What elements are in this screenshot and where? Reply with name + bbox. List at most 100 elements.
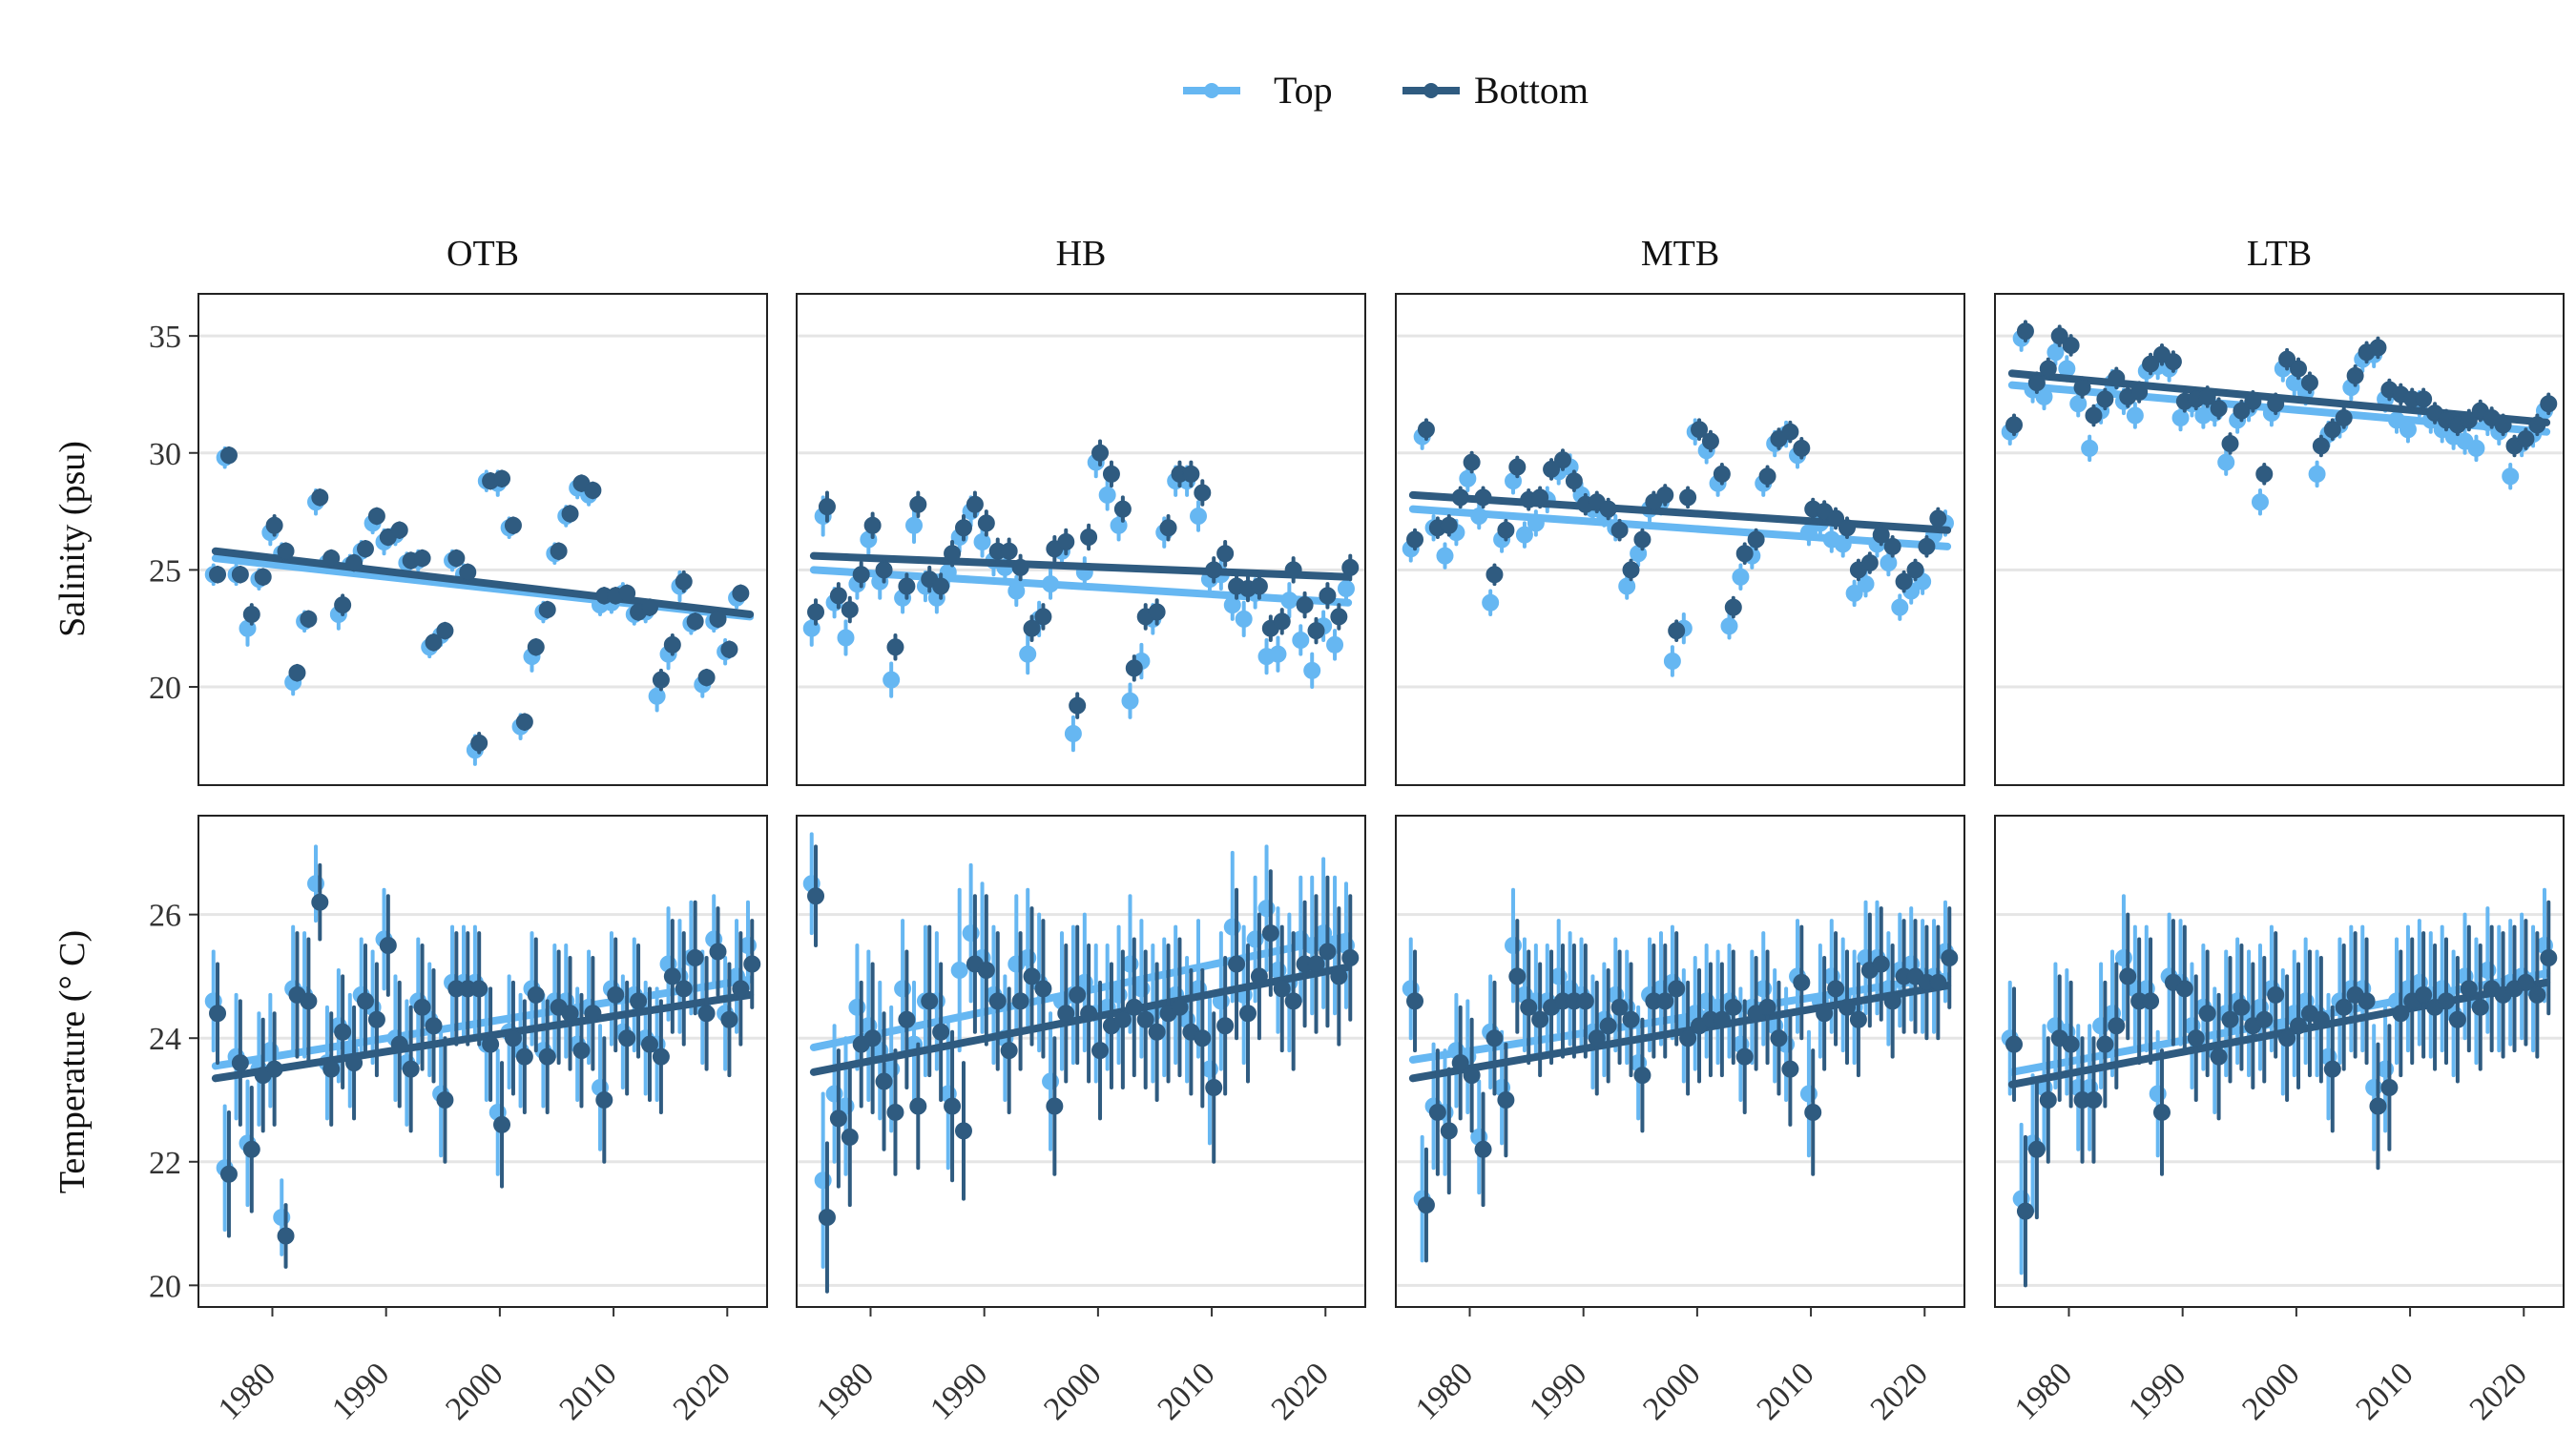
data-point-row-0-col-2-bottom-38 xyxy=(1838,519,1856,537)
y-axis-titles: Salinity (psu) Temperature (° C) xyxy=(52,441,93,1193)
data-point-row-0-col-3-top-35 xyxy=(2399,421,2417,439)
data-point-row-0-col-2-bottom-1 xyxy=(1417,421,1435,439)
panel-frame-row-1-col-0 xyxy=(197,815,768,1308)
data-point-row-0-col-1-bottom-17 xyxy=(1000,542,1018,560)
data-point-row-1-col-3-bottom-15 xyxy=(2175,980,2193,998)
data-point-row-1-col-2-bottom-3 xyxy=(1440,1122,1458,1140)
data-point-row-0-col-3-top-4 xyxy=(2046,343,2065,362)
data-point-row-0-col-2-top-29 xyxy=(1732,568,1750,586)
data-point-row-1-col-2-bottom-24 xyxy=(1679,1029,1697,1047)
data-point-row-1-col-1-bottom-30 xyxy=(1148,1023,1166,1041)
data-point-row-1-col-2-bottom-29 xyxy=(1735,1047,1754,1066)
data-point-row-1-col-3-bottom-5 xyxy=(2062,1035,2080,1053)
data-point-row-1-col-0-bottom-23 xyxy=(470,980,488,998)
data-point-row-1-col-1-bottom-27 xyxy=(1113,1010,1132,1028)
data-point-row-1-col-1-bottom-37 xyxy=(1228,955,1246,973)
panel-row-0-col-1 xyxy=(796,293,1366,786)
data-point-row-0-col-2-top-11 xyxy=(1527,514,1545,532)
data-point-row-0-col-1-top-34 xyxy=(1190,507,1208,525)
data-point-row-1-col-1-bottom-16 xyxy=(988,992,1007,1010)
data-point-row-1-col-0-bottom-42 xyxy=(686,948,704,966)
data-point-row-1-col-3-bottom-45 xyxy=(2517,973,2535,991)
data-point-row-0-col-2-top-42 xyxy=(1880,554,1898,572)
data-point-row-0-col-2-bottom-40 xyxy=(1860,554,1879,572)
data-point-row-1-col-1-bottom-11 xyxy=(932,1023,950,1041)
data-point-row-1-col-0-bottom-19 xyxy=(425,1017,443,1035)
data-point-row-1-col-1-bottom-7 xyxy=(886,1103,904,1121)
data-point-row-0-col-1-top-44 xyxy=(1303,661,1321,679)
data-point-row-0-col-1-bottom-45 xyxy=(1319,587,1337,605)
data-point-row-1-col-1-bottom-24 xyxy=(1080,1005,1098,1023)
data-point-row-0-col-2-top-38 xyxy=(1834,535,1852,553)
data-point-row-1-col-1-bottom-17 xyxy=(1000,1042,1018,1060)
data-point-row-0-col-0-bottom-43 xyxy=(697,669,716,687)
data-point-row-0-col-0-bottom-18 xyxy=(413,550,431,568)
data-point-row-0-col-0-bottom-44 xyxy=(709,610,727,628)
data-point-row-1-col-3-bottom-38 xyxy=(2437,992,2455,1010)
data-point-row-0-col-0-bottom-40 xyxy=(663,635,681,653)
data-point-row-0-col-1-top-23 xyxy=(1064,725,1082,743)
data-point-row-0-col-3-bottom-22 xyxy=(2255,465,2274,483)
data-point-row-1-col-3-bottom-16 xyxy=(2187,1029,2205,1047)
data-point-row-1-col-0-bottom-13 xyxy=(356,992,374,1010)
data-point-row-1-col-3-bottom-12 xyxy=(2142,992,2160,1010)
data-point-row-0-col-3-bottom-43 xyxy=(2494,416,2512,434)
data-point-row-0-col-1-bottom-33 xyxy=(1182,465,1200,483)
data-point-row-1-col-2-bottom-20 xyxy=(1633,1067,1652,1085)
legend-bottom-marker xyxy=(1423,83,1439,98)
data-point-row-1-col-3-bottom-24 xyxy=(2278,1029,2296,1047)
data-point-row-0-col-0-bottom-45 xyxy=(720,640,738,658)
data-point-row-0-col-1-top-19 xyxy=(1019,645,1037,663)
data-point-row-1-col-2-bottom-19 xyxy=(1622,1010,1640,1028)
data-point-row-1-col-0-bottom-17 xyxy=(402,1060,420,1078)
trend-line-row-0-col-0-bottom xyxy=(211,547,755,618)
data-point-row-1-col-0-bottom-25 xyxy=(493,1115,511,1133)
data-point-row-0-col-2-top-6 xyxy=(1470,507,1488,525)
data-point-row-0-col-0-bottom-23 xyxy=(470,734,488,752)
data-point-row-0-col-0-bottom-27 xyxy=(515,713,533,731)
data-point-row-0-col-1-bottom-28 xyxy=(1125,659,1143,677)
data-point-row-1-col-2-bottom-15 xyxy=(1576,992,1594,1010)
panel-background-row-1-col-2 xyxy=(1396,816,1964,1307)
data-point-row-1-col-0-bottom-35 xyxy=(607,985,625,1004)
data-point-row-0-col-1-bottom-25 xyxy=(1091,444,1110,462)
data-point-row-1-col-2-bottom-38 xyxy=(1838,998,1856,1016)
data-point-row-1-col-1-bottom-13 xyxy=(954,1122,972,1140)
data-point-row-1-col-2-bottom-47 xyxy=(1941,948,1959,966)
data-point-row-0-col-1-top-18 xyxy=(1008,582,1026,600)
data-point-row-0-col-1-bottom-19 xyxy=(1023,619,1041,637)
data-point-row-1-col-0-bottom-27 xyxy=(515,1047,533,1066)
data-point-row-0-col-1-bottom-9 xyxy=(909,495,927,513)
data-point-row-1-col-0-bottom-0 xyxy=(209,1005,227,1023)
trend-line-row-0-col-2-bottom xyxy=(1408,490,1952,534)
data-point-row-1-col-1-bottom-34 xyxy=(1194,1029,1212,1047)
data-point-row-0-col-2-top-40 xyxy=(1857,575,1875,593)
data-point-row-0-col-3-bottom-1 xyxy=(2016,322,2034,341)
panel-row-1-col-1: 1980 1990 2000 2010 2020 xyxy=(796,815,1366,1427)
facet-title-ltb: LTB xyxy=(2247,234,2312,274)
data-point-row-0-col-3-bottom-36 xyxy=(2415,390,2433,408)
data-point-row-0-col-3-bottom-2 xyxy=(2027,374,2046,392)
panel-frame-row-0-col-0 xyxy=(197,293,768,786)
data-point-row-0-col-1-bottom-11 xyxy=(932,577,950,595)
data-point-row-1-col-2-bottom-10 xyxy=(1520,998,1538,1016)
data-point-row-1-col-2-bottom-33 xyxy=(1781,1060,1799,1078)
data-point-row-1-col-3-bottom-31 xyxy=(2358,992,2376,1010)
data-point-row-1-col-0-bottom-36 xyxy=(618,1029,636,1047)
data-point-row-1-col-2-bottom-23 xyxy=(1668,980,1686,998)
data-point-row-0-col-1-top-26 xyxy=(1098,486,1116,504)
data-point-row-0-col-1-top-38 xyxy=(1235,610,1253,628)
data-point-row-1-col-2-bottom-11 xyxy=(1531,1010,1549,1028)
data-point-row-0-col-0-bottom-11 xyxy=(334,596,352,614)
data-point-row-1-col-2-bottom-9 xyxy=(1508,967,1527,985)
data-point-row-0-col-3-top-22 xyxy=(2251,493,2269,511)
data-point-row-0-col-2-bottom-29 xyxy=(1735,545,1754,563)
data-point-row-1-col-0-bottom-31 xyxy=(561,1005,579,1023)
data-point-row-1-col-1-bottom-38 xyxy=(1238,1005,1257,1023)
data-point-row-1-col-3-bottom-27 xyxy=(2312,1010,2330,1028)
data-point-row-0-col-2-bottom-45 xyxy=(1918,537,1936,555)
data-point-row-0-col-3-bottom-30 xyxy=(2346,366,2364,384)
data-point-row-1-col-3-bottom-13 xyxy=(2152,1103,2171,1121)
data-point-row-0-col-3-top-3 xyxy=(2035,387,2053,405)
